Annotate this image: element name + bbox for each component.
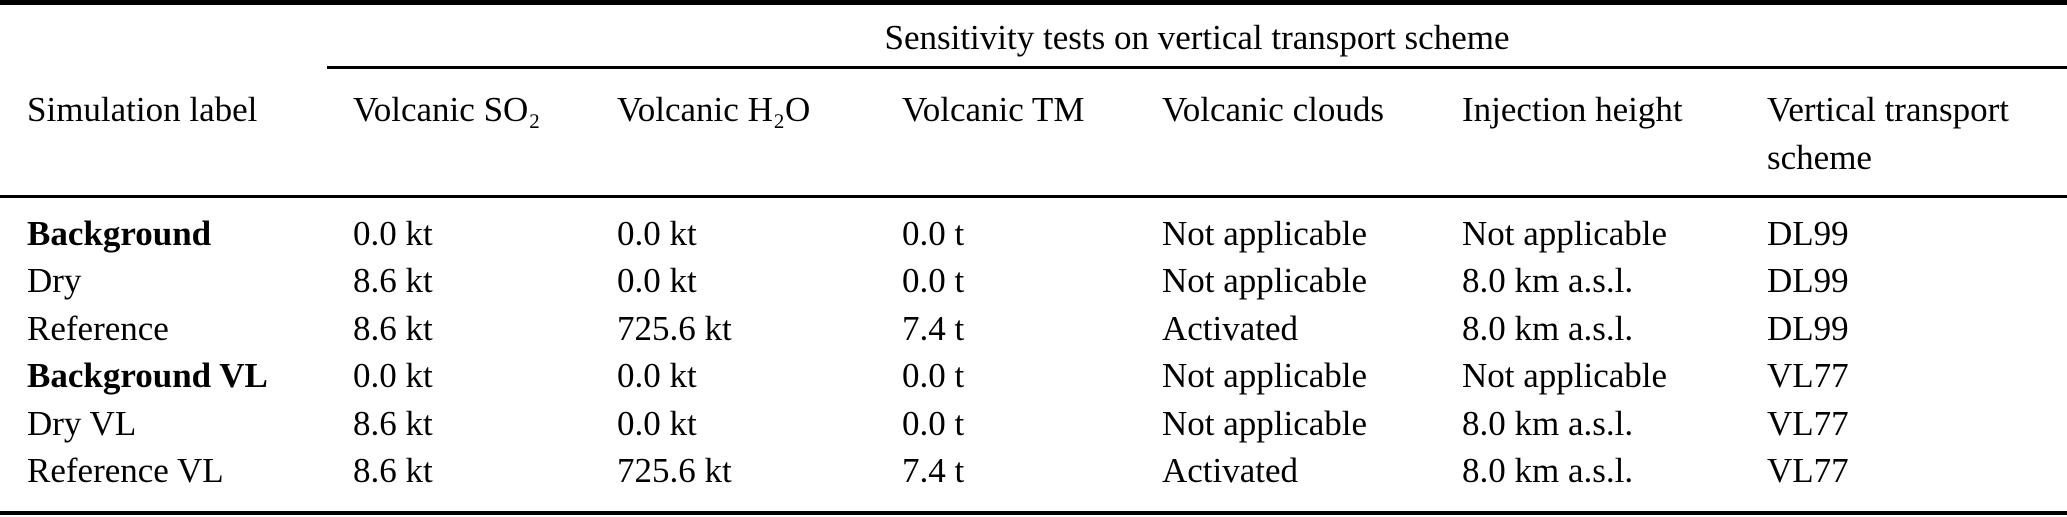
table-cell: Not applicable: [1162, 261, 1368, 300]
table-cell: 0.0 t: [902, 404, 965, 443]
table-row-background: Background 0.0 kt 0.0 kt 0.0 t Not appli…: [0, 210, 2067, 258]
row-label: Dry: [27, 261, 82, 300]
table-cell: Not applicable: [1162, 356, 1368, 395]
table-cell: Activated: [1162, 451, 1299, 490]
table-header-row: Simulation label Volcanic SO₂ Volcanic H…: [0, 86, 2067, 182]
table-cell: DL99: [1767, 214, 1849, 253]
table-cell: 8.6 kt: [353, 261, 433, 300]
table-cell: Not applicable: [1162, 214, 1368, 253]
table-cell: Not applicable: [1462, 356, 1668, 395]
table-cell: 8.0 km a.s.l.: [1462, 261, 1634, 300]
table-span-header: Sensitivity tests on vertical transport …: [884, 18, 1510, 57]
table-cell: 725.6 kt: [617, 451, 732, 490]
table-cell: 0.0 kt: [353, 214, 433, 253]
table-cell: 8.6 kt: [353, 404, 433, 443]
table-cell: 8.6 kt: [353, 451, 433, 490]
table-bottom-rule: [0, 511, 2067, 515]
table-cell: 0.0 t: [902, 261, 965, 300]
table-cell: Not applicable: [1162, 404, 1368, 443]
table-cell: 0.0 t: [902, 214, 965, 253]
table-cell: DL99: [1767, 261, 1849, 300]
table-cell: 8.0 km a.s.l.: [1462, 309, 1634, 348]
table-cell: 0.0 kt: [617, 214, 697, 253]
table-row-dry: Dry 8.6 kt 0.0 kt 0.0 t Not applicable 8…: [0, 257, 2067, 305]
table-cell: 0.0 kt: [617, 404, 697, 443]
col-header-simulation-label: Simulation label: [27, 90, 258, 129]
table-cell: 725.6 kt: [617, 309, 732, 348]
table-cell: 0.0 kt: [353, 356, 433, 395]
col-header-injection-height: Injection height: [1462, 90, 1683, 129]
col-header-volcanic-h2o: Volcanic H₂O: [617, 90, 811, 129]
header-separator-rule: [0, 195, 2067, 198]
table-row-background-vl: Background VL 0.0 kt 0.0 kt 0.0 t Not ap…: [0, 352, 2067, 400]
table-cell: 8.6 kt: [353, 309, 433, 348]
table-row-reference: Reference 8.6 kt 725.6 kt 7.4 t Activate…: [0, 305, 2067, 353]
col-header-volcanic-clouds: Volcanic clouds: [1162, 90, 1384, 129]
table-top-rule: [0, 0, 2067, 5]
row-label: Reference: [27, 309, 169, 348]
span-header-underline-rule: [327, 66, 2067, 69]
table-cell: VL77: [1767, 451, 1849, 490]
table-row-reference-vl: Reference VL 8.6 kt 725.6 kt 7.4 t Activ…: [0, 447, 2067, 495]
row-label: Reference VL: [27, 451, 224, 490]
table-cell: 0.0 kt: [617, 261, 697, 300]
table-cell: Activated: [1162, 309, 1299, 348]
col-header-volcanic-so2: Volcanic SO₂: [353, 90, 541, 129]
table-cell: 8.0 km a.s.l.: [1462, 404, 1634, 443]
table-cell: 8.0 km a.s.l.: [1462, 451, 1634, 490]
row-label: Background: [27, 214, 212, 253]
table-cell: VL77: [1767, 356, 1849, 395]
table-cell: 7.4 t: [902, 309, 965, 348]
table-row-dry-vl: Dry VL 8.6 kt 0.0 kt 0.0 t Not applicabl…: [0, 400, 2067, 448]
table-cell: DL99: [1767, 309, 1849, 348]
col-header-volcanic-tm: Volcanic TM: [902, 90, 1085, 129]
table-cell: Not applicable: [1462, 214, 1668, 253]
row-label: Dry VL: [27, 404, 137, 443]
row-label: Background VL: [27, 356, 268, 395]
col-header-vertical-transport-scheme: Vertical transport scheme: [1767, 90, 2009, 177]
table-cell: 7.4 t: [902, 451, 965, 490]
table-cell: 0.0 kt: [617, 356, 697, 395]
table-cell: 0.0 t: [902, 356, 965, 395]
table-cell: VL77: [1767, 404, 1849, 443]
